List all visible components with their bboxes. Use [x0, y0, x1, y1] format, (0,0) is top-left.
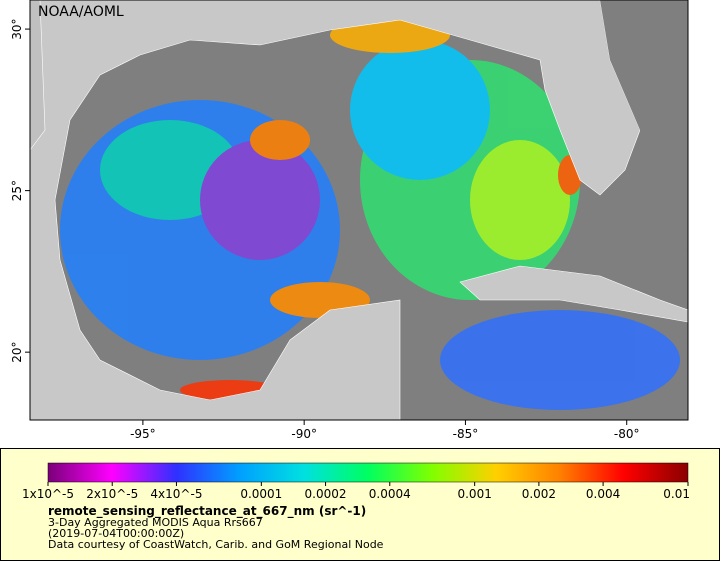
colorbar-tick-label: 0.002	[522, 487, 556, 501]
map-frame	[29, 0, 689, 421]
legend-line: (2019-07-04T00:00:00Z)	[48, 527, 184, 540]
y-tick-label: 20°	[10, 342, 24, 363]
colorbar-tick-label: 0.0001	[240, 487, 282, 501]
colorbar-tick-label: 0.01	[663, 487, 690, 501]
y-tick-label: 30°	[10, 18, 24, 39]
map: NOAA/AOML	[29, 0, 689, 421]
colorbar-tick-label: 1x10^-5	[22, 487, 74, 501]
legend-line: Data courtesy of CoastWatch, Carib. and …	[48, 538, 384, 551]
colorbar-tick-label: 2x10^-5	[86, 487, 138, 501]
land	[29, 0, 689, 421]
colorbar	[47, 462, 689, 483]
colorbar-tick-label: 4x10^-5	[150, 487, 202, 501]
x-tick-label: -80°	[614, 427, 640, 441]
colorbar-tick-label: 0.004	[586, 487, 620, 501]
legend-line: 3-Day Aggregated MODIS Aqua Rrs667	[48, 516, 263, 529]
legend-title: remote_sensing_reflectance_at_667_nm (sr…	[48, 504, 366, 519]
atlantic	[600, 0, 688, 250]
y-tick-label: 25°	[10, 180, 24, 201]
x-tick-label: -85°	[453, 427, 479, 441]
credit: NOAA/AOML	[38, 4, 124, 20]
colorbar-tick-label: 0.001	[457, 487, 491, 501]
colorbar-tick-label: 0.0002	[305, 487, 347, 501]
x-tick-label: -90°	[291, 427, 317, 441]
x-tick-label: -95°	[130, 427, 156, 441]
colorbar-tick-label: 0.0004	[369, 487, 411, 501]
